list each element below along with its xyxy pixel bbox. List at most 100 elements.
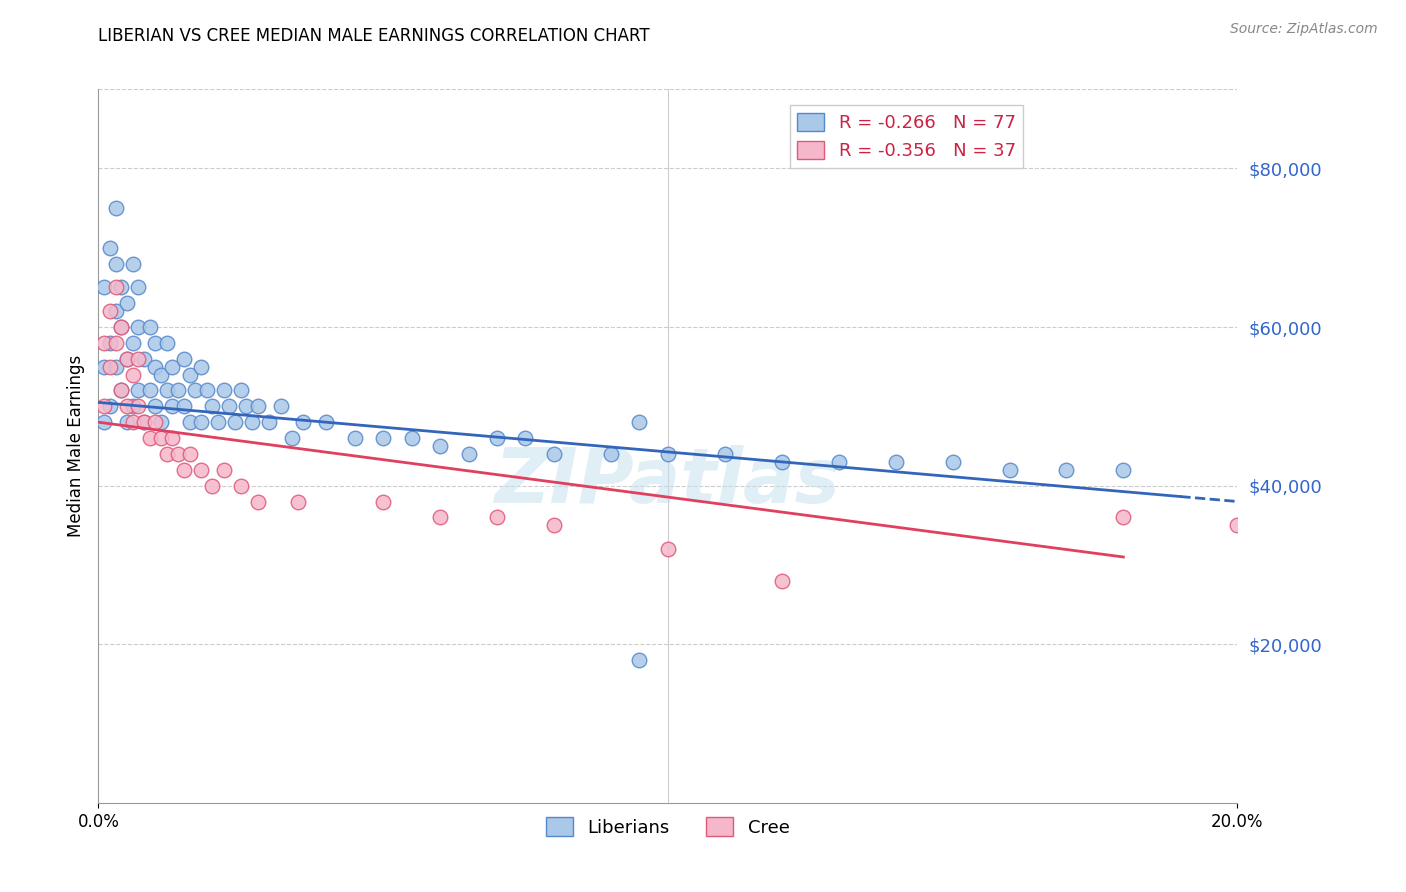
Point (184, 384, 207, 398)
Point (127, 280, 149, 294)
Point (104, 201, 127, 215)
Point (115, 296, 138, 310)
Point (373, 431, 395, 445)
Point (429, 439, 451, 453)
Point (121, 257, 143, 271)
Point (145, 359, 167, 374)
Point (270, 400, 292, 414)
Point (93, 359, 115, 374)
Point (98, 241, 121, 255)
Point (942, 455, 965, 469)
Point (259, 415, 281, 429)
Point (127, 384, 149, 398)
Point (162, 359, 184, 374)
Point (93, 280, 115, 294)
Point (212, 463, 235, 477)
Point (104, 335, 127, 350)
Point (98, 304, 121, 318)
Point (1226, 518, 1249, 533)
Point (132, 415, 155, 429)
Point (224, 415, 246, 429)
Y-axis label: Median Male Earnings: Median Male Earnings (66, 355, 84, 537)
Point (138, 384, 160, 398)
Point (1112, 510, 1135, 524)
Point (173, 351, 195, 366)
Point (179, 415, 201, 429)
Point (998, 463, 1021, 477)
Point (190, 415, 212, 429)
Point (657, 447, 679, 461)
Point (515, 431, 537, 445)
Point (110, 320, 132, 334)
Point (343, 431, 366, 445)
Point (162, 400, 184, 414)
Point (145, 415, 167, 429)
Point (714, 447, 737, 461)
Point (104, 359, 127, 374)
Point (93, 335, 115, 350)
Point (156, 335, 179, 350)
Point (657, 542, 679, 557)
Point (600, 447, 623, 461)
Point (373, 494, 395, 508)
Point (218, 400, 240, 414)
Point (104, 280, 127, 294)
Point (110, 280, 132, 294)
Point (628, 415, 651, 429)
Point (98, 400, 121, 414)
Point (173, 400, 195, 414)
Text: ZIPatlas: ZIPatlas (495, 445, 841, 518)
Point (770, 455, 793, 469)
Point (156, 447, 179, 461)
Point (150, 415, 173, 429)
Point (104, 257, 127, 271)
Point (770, 574, 793, 588)
Point (486, 431, 509, 445)
Point (115, 351, 138, 366)
Point (543, 518, 565, 533)
Point (110, 384, 132, 398)
Point (145, 335, 167, 350)
Point (150, 368, 173, 382)
Point (195, 384, 218, 398)
Point (884, 455, 907, 469)
Point (828, 455, 851, 469)
Point (179, 447, 201, 461)
Point (127, 320, 149, 334)
Point (145, 400, 167, 414)
Point (121, 335, 143, 350)
Text: Source: ZipAtlas.com: Source: ZipAtlas.com (1230, 22, 1378, 37)
Point (156, 384, 179, 398)
Point (201, 478, 224, 492)
Point (173, 463, 195, 477)
Point (457, 447, 479, 461)
Point (179, 368, 201, 382)
Point (229, 478, 252, 492)
Point (138, 320, 160, 334)
Point (132, 415, 155, 429)
Point (121, 400, 143, 414)
Point (150, 431, 173, 445)
Point (292, 415, 315, 429)
Point (162, 431, 184, 445)
Text: LIBERIAN VS CREE MEDIAN MALE EARNINGS CORRELATION CHART: LIBERIAN VS CREE MEDIAN MALE EARNINGS CO… (98, 27, 650, 45)
Point (401, 431, 423, 445)
Point (115, 400, 138, 414)
Point (98, 335, 121, 350)
Point (104, 304, 127, 318)
Point (1056, 463, 1078, 477)
Point (486, 510, 509, 524)
Point (429, 510, 451, 524)
Point (138, 431, 160, 445)
Point (207, 415, 229, 429)
Point (190, 359, 212, 374)
Point (240, 415, 263, 429)
Point (167, 447, 190, 461)
Point (93, 415, 115, 429)
Point (98, 359, 121, 374)
Point (167, 384, 190, 398)
Point (543, 447, 565, 461)
Point (1112, 463, 1135, 477)
Point (190, 463, 212, 477)
Point (315, 415, 337, 429)
